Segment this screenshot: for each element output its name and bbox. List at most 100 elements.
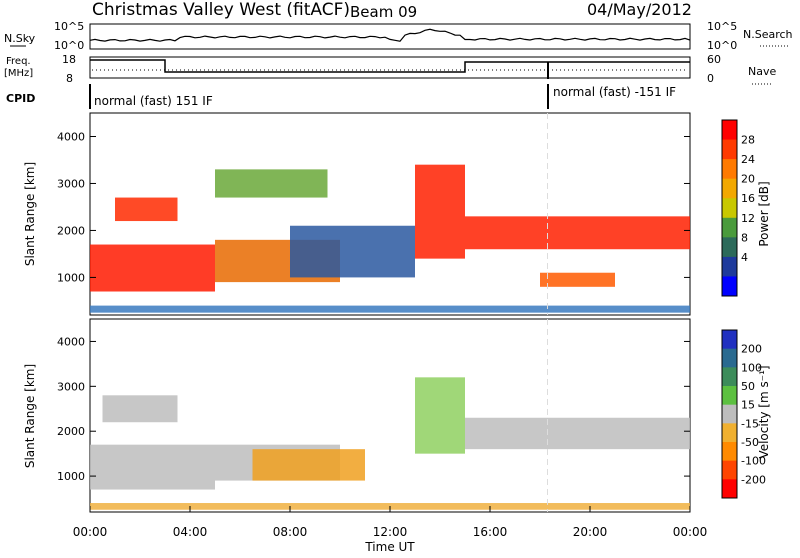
power-band-8 [90, 305, 690, 313]
cpid-right-label: normal (fast) -151 IF [553, 85, 676, 99]
velocity-band-0 [90, 444, 215, 490]
velocity-data [90, 319, 690, 512]
power-band-7 [215, 169, 328, 198]
power-band-4 [465, 216, 690, 250]
power-colorbar-tick-1: 24 [741, 153, 755, 166]
power-colorbar-tick-5: 8 [741, 231, 748, 244]
velocity-band-2 [252, 449, 365, 481]
velocity-ylabel: Slant Range [km] [23, 364, 37, 468]
time-tick-label-2: 08:00 [273, 525, 308, 539]
nave-tick-low: 0 [707, 72, 714, 85]
power-colorbar-frame [721, 119, 738, 297]
time-axis-label: Time UT [364, 540, 415, 554]
power-colorbar-swatch-8 [722, 276, 737, 297]
velocity-colorbar-frame [721, 329, 738, 499]
power-colorbar-swatch-2 [722, 159, 737, 180]
nave-label: Nave [748, 65, 776, 78]
freq-tick-high: 18 [62, 53, 76, 66]
velocity-colorbar-tick-7: -200 [741, 473, 766, 486]
velocity-colorbar-swatch-0 [722, 330, 737, 350]
velocity-colorbar-tick-2: 50 [741, 380, 755, 393]
power-colorbar-tick-6: 4 [741, 251, 748, 264]
velocity-colorbar: 200 100 50 15 -15 -50 -100 -200 [721, 329, 766, 499]
time-tick-label-1: 04:00 [173, 525, 208, 539]
power-colorbar-swatch-5 [722, 217, 737, 238]
power-colorbar-tick-0: 28 [741, 134, 755, 147]
power-colorbar-swatch-1 [722, 139, 737, 160]
velocity-colorbar-swatch-3 [722, 386, 737, 406]
power-panel [89, 112, 691, 316]
velocity-colorbar-tick-4: -15 [741, 417, 759, 430]
freq-label: Freq. [6, 56, 31, 67]
freq-panel-frame [89, 56, 691, 79]
power-colorbar-swatch-4 [722, 198, 737, 219]
power-yticks: 4000 3000 2000 1000 [57, 130, 690, 284]
power-ytick-label-1: 3000 [57, 177, 85, 190]
power-colorbar-swatch-7 [722, 256, 737, 277]
time-axis: 00:00 04:00 08:00 12:00 16:00 20:00 00:00 [73, 506, 708, 539]
power-colorbar-swatch-6 [722, 237, 737, 258]
nsky-label: N.Sky [4, 32, 36, 45]
power-colorbar-tick-2: 20 [741, 173, 755, 186]
time-tick-label-4: 16:00 [473, 525, 508, 539]
velocity-ytick-label-1: 3000 [57, 380, 85, 393]
power-ytick-label-0: 4000 [57, 130, 85, 143]
power-colorbar-swatch-3 [722, 178, 737, 199]
power-data [90, 113, 690, 315]
velocity-colorbar-tick-3: 15 [741, 399, 755, 412]
power-ytick-label-2: 2000 [57, 224, 85, 237]
velocity-ytick-label-0: 4000 [57, 335, 85, 348]
nsky-tick-low: 10^0 [54, 39, 84, 52]
nsky-tick-high: 10^5 [54, 20, 84, 33]
power-ylabel: Slant Range [km] [23, 162, 37, 266]
freq-tick-low: 8 [66, 72, 73, 85]
power-band-0 [90, 244, 215, 292]
nsky-trace [89, 28, 691, 42]
velocity-panel [89, 318, 691, 513]
velocity-colorbar-tick-0: 200 [741, 343, 762, 356]
power-colorbar-label: Power [dB] [757, 181, 771, 246]
velocity-colorbar-swatch-2 [722, 367, 737, 387]
velocity-yticks: 4000 3000 2000 1000 [57, 335, 690, 483]
page-title: Christmas Valley West (fitACF) [92, 0, 350, 20]
power-ytick-label-3: 1000 [57, 271, 85, 284]
cpid-label: CPID [6, 92, 35, 105]
power-band-5 [540, 272, 615, 287]
noise-panel-frame [89, 23, 691, 50]
nsearch-tick-low: 10^0 [707, 39, 737, 52]
beam-label: Beam 09 [350, 3, 417, 21]
velocity-colorbar-swatch-1 [722, 348, 737, 368]
nave-tick-high: 60 [707, 53, 721, 66]
power-band-3 [415, 164, 465, 259]
velocity-ytick-label-3: 1000 [57, 470, 85, 483]
velocity-colorbar-swatch-6 [722, 442, 737, 462]
velocity-band-3 [415, 377, 465, 454]
power-colorbar-tick-4: 12 [741, 212, 755, 225]
velocity-colorbar-swatch-8 [722, 479, 737, 499]
velocity-band-4 [465, 417, 690, 450]
nsearch-tick-high: 10^5 [707, 20, 737, 33]
nsearch-label: N.Search [743, 28, 793, 41]
velocity-colorbar-swatch-5 [722, 423, 737, 443]
freq-unit-label: [MHz] [4, 68, 33, 79]
time-tick-label-5: 20:00 [573, 525, 608, 539]
time-tick-label-6: 00:00 [673, 525, 708, 539]
power-colorbar-tick-3: 16 [741, 192, 755, 205]
time-tick-label-3: 12:00 [373, 525, 408, 539]
velocity-colorbar-tick-6: -100 [741, 455, 766, 468]
power-colorbar-swatch-0 [722, 120, 737, 141]
date-label: 04/May/2012 [587, 0, 692, 19]
time-tick-label-0: 00:00 [73, 525, 108, 539]
velocity-band-5 [102, 395, 178, 423]
velocity-colorbar-label: Velocity [m s⁻¹] [757, 365, 771, 458]
power-band-2 [290, 225, 415, 278]
cpid-left-label: normal (fast) 151 IF [94, 94, 213, 108]
velocity-colorbar-tick-1: 100 [741, 361, 762, 374]
power-band-6 [115, 197, 178, 222]
power-colorbar: 28 24 20 16 12 8 4 [721, 119, 755, 297]
velocity-colorbar-tick-5: -50 [741, 436, 759, 449]
velocity-colorbar-swatch-4 [722, 404, 737, 424]
velocity-colorbar-swatch-7 [722, 460, 737, 480]
